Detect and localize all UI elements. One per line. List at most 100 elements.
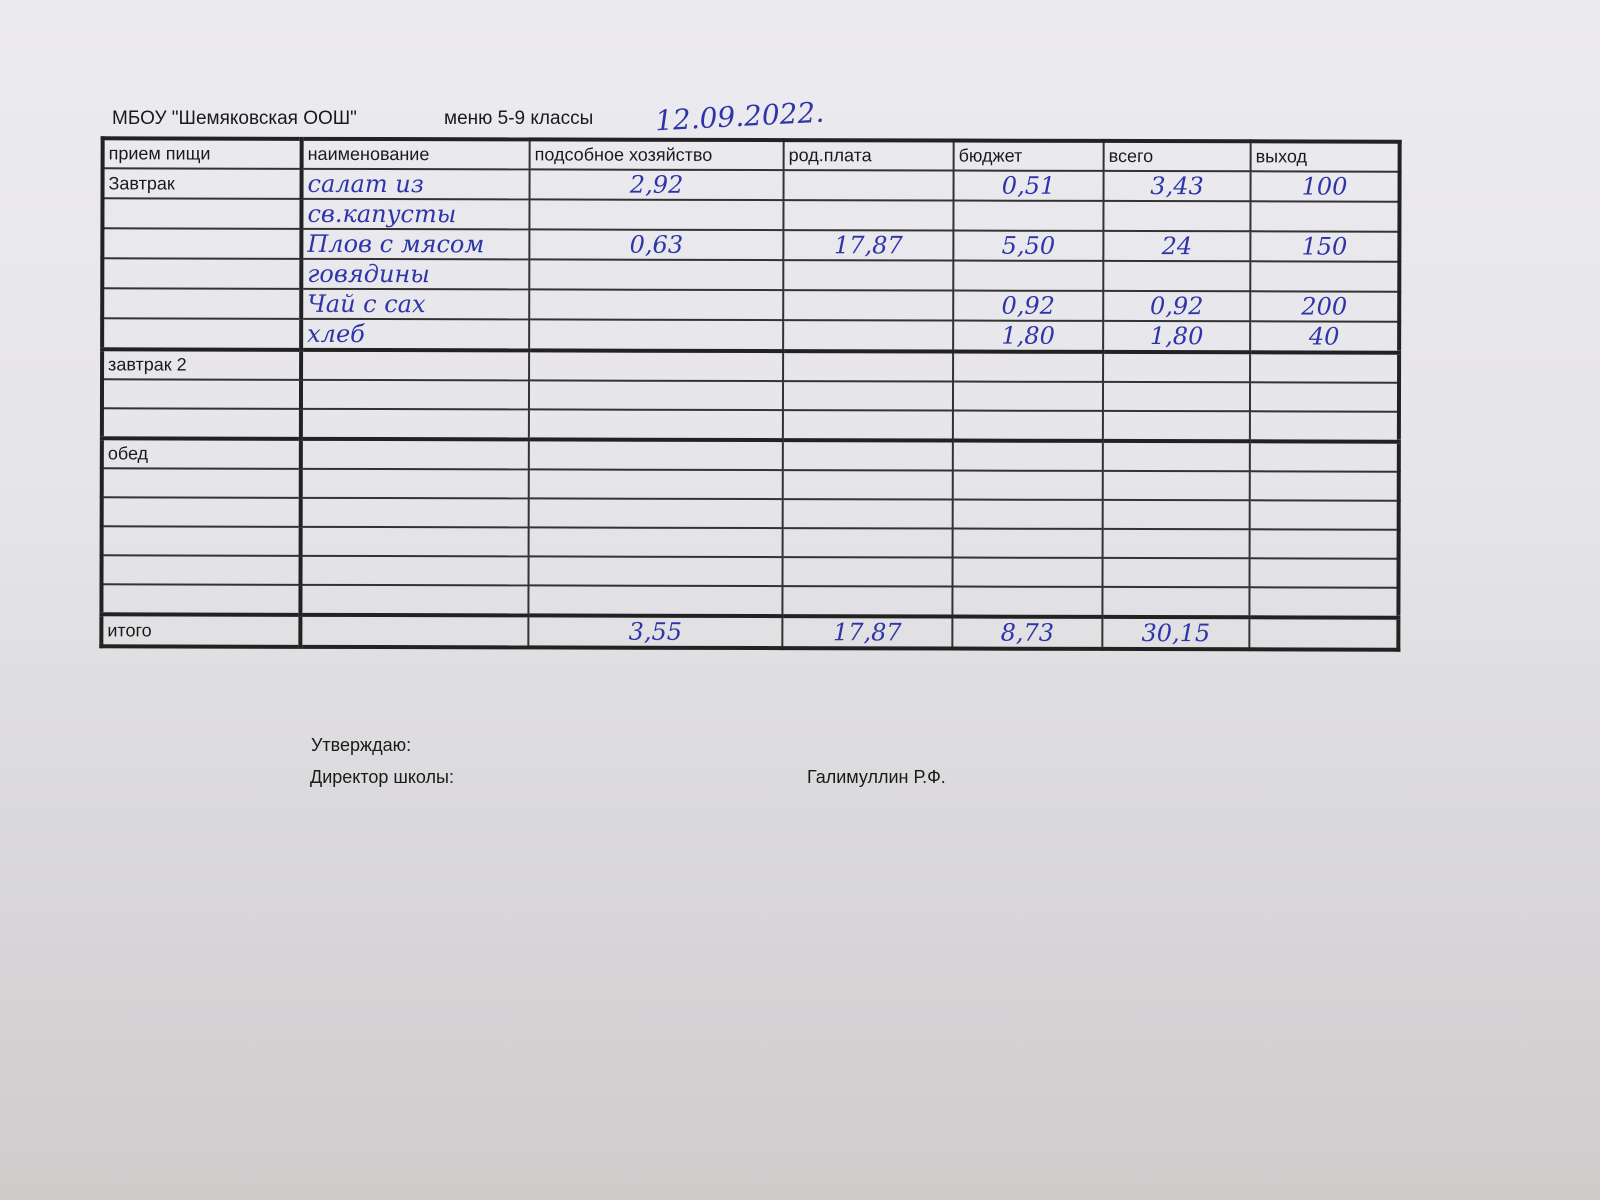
dish-name-cell [300,379,530,410]
value-cell [529,289,784,321]
meal-cell [102,318,302,350]
dish-name-cell [300,468,529,499]
value-cell: 2,92 [529,169,784,201]
dish-name-cell: салат из [301,168,530,200]
value-cell [1250,352,1400,383]
value-cell [952,499,1103,529]
value-cell [1103,351,1251,383]
meal-cell [101,379,302,409]
value-cell [529,350,784,382]
value-cell [528,409,783,441]
value-cell [1249,441,1399,472]
meal-cell: Завтрак [102,168,302,199]
dish-name-cell [300,408,529,440]
value-cell [1102,586,1250,618]
total-yield [1249,617,1399,650]
value-cell [782,528,953,558]
value-cell [783,200,954,231]
value-cell [783,351,954,382]
value-cell [1103,200,1251,232]
table-row [101,584,1399,618]
value-cell [782,586,953,617]
meal-cell [101,408,301,439]
total-all: 30,15 [1102,616,1250,650]
value-cell [528,556,783,587]
value-cell [528,469,783,500]
table-row [101,555,1399,588]
value-cell [783,170,954,201]
table-row: Чай с сах 0,92 0,92 200 [102,288,1400,322]
dish-name-cell: Плов с мясом [301,228,530,260]
value-cell [783,260,954,291]
column-header: подсобное хозяйство [529,139,784,171]
value-cell [1249,587,1399,618]
value-cell: 0,92 [1103,290,1251,322]
value-cell [1249,529,1399,559]
value-cell [952,381,1104,411]
value-cell [529,199,784,231]
director-label: Директор школы: [310,767,454,787]
value-cell: 5,50 [953,230,1104,261]
table-row: завтрак 2 [102,349,1400,383]
meal-cell [102,288,302,319]
value-cell [1249,411,1399,442]
column-header: всего [1103,140,1251,172]
value-cell [782,410,953,441]
value-cell [952,440,1103,471]
dish-name-cell [300,584,529,616]
approve-label: Утверждаю: [311,735,412,755]
value-cell [1250,201,1400,232]
value-cell: 0,51 [953,170,1104,201]
value-cell [782,440,953,471]
value-cell [529,319,784,352]
column-header: выход [1250,141,1400,172]
total-parent: 17,87 [782,616,953,649]
header-row: прием пищи наименование подсобное хозяйств… [102,138,1400,172]
table-row [101,468,1399,501]
value-cell: 17,87 [783,230,954,261]
table-row: обед [101,438,1399,472]
value-cell [528,498,783,529]
meal-cell [101,555,301,585]
menu-date: 12.09.2022. [654,95,825,138]
total-farm: 3,55 [528,615,783,649]
value-cell [1102,557,1250,588]
value-cell [1102,410,1250,442]
value-cell [1102,470,1250,501]
value-cell: 40 [1250,321,1400,353]
total-budget: 8,73 [952,616,1103,649]
menu-title: меню 5-9 классы [444,108,594,129]
dish-name-cell [300,497,529,528]
value-cell [1103,260,1251,292]
value-cell [1249,500,1399,530]
value-cell [1249,558,1399,588]
value-cell [1102,528,1250,559]
value-cell [782,499,953,529]
value-cell [529,259,784,291]
value-cell [1250,261,1400,292]
value-cell [783,290,954,321]
total-name [300,614,529,648]
value-cell [528,585,783,617]
meal-cell: обед [101,438,301,469]
value-cell [1102,381,1251,412]
school-name: МБОУ "Шемяковская ООШ" [112,108,357,129]
value-cell [952,410,1103,441]
value-cell [528,439,783,471]
dish-name-cell: св.капусты [301,198,530,230]
meal-cell [101,526,301,556]
table-row: Завтрак салат из 2,92 0,51 3,43 100 [102,168,1400,202]
meal-cell: завтрак 2 [102,349,302,380]
value-cell [782,470,953,500]
value-cell: 0,63 [529,229,784,261]
value-cell [528,380,784,411]
table-row: хлеб 1,80 1,80 40 [102,318,1400,353]
table-row [101,408,1399,442]
table-row: Плов с мясом 0,63 17,87 5,50 24 150 [102,228,1400,262]
meal-cell [101,468,301,498]
meal-cell [101,497,301,527]
column-header: прием пищи [102,138,302,169]
value-cell [1102,440,1250,472]
value-cell [782,381,954,411]
dish-name-cell [301,349,530,381]
